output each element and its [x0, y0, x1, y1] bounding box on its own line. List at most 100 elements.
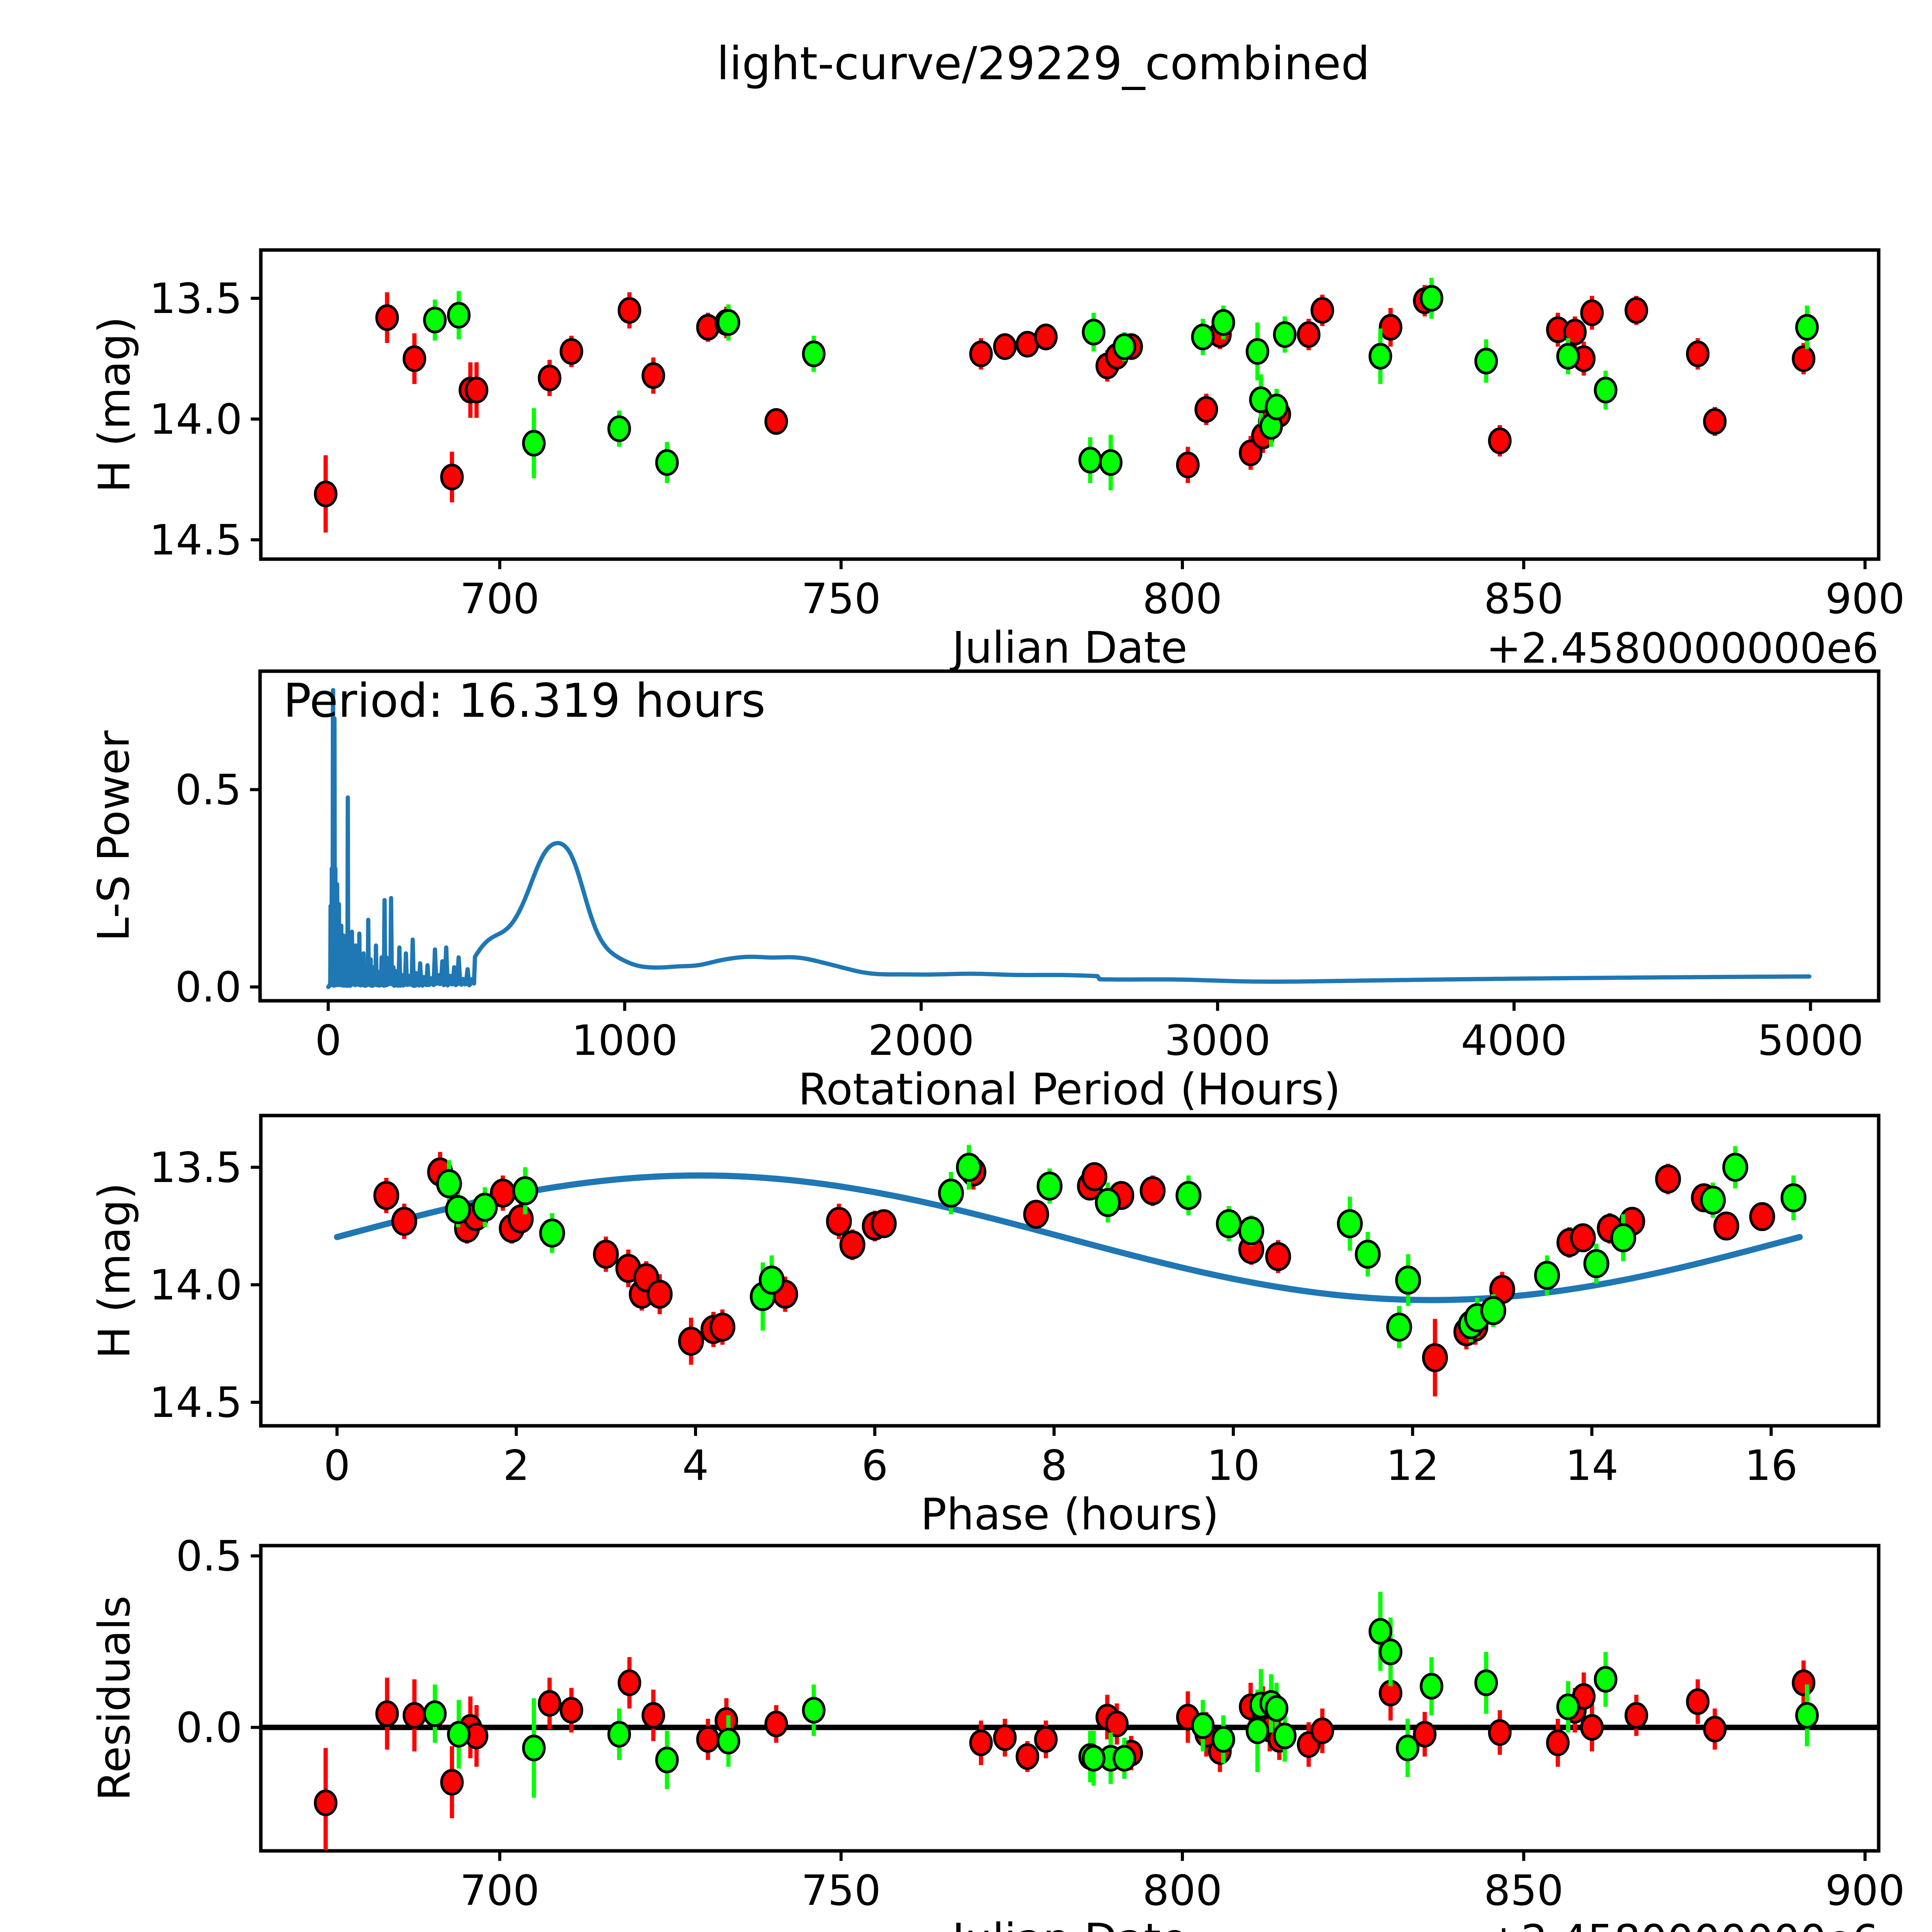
residuals-datapoint [1015, 1743, 1039, 1770]
phasefold-datapoint [839, 1230, 866, 1260]
residuals-datapoint [447, 1721, 471, 1748]
phasefold-datapoint [1722, 1153, 1748, 1182]
lightcurve-datapoint [655, 449, 679, 476]
lightcurve-datapoint [440, 464, 464, 490]
lightcurve-xticklabel: 850 [1484, 575, 1563, 623]
lightcurve-datapoint [1265, 393, 1289, 420]
lightcurve-datapoint [314, 480, 338, 507]
lightcurve-datapoint [537, 364, 561, 391]
residuals-datapoint [1396, 1735, 1420, 1762]
residuals-yticklabel: 0.0 [176, 1704, 242, 1752]
periodogram-power-curve [326, 688, 1811, 989]
residuals-xticklabel: 800 [1143, 1867, 1222, 1915]
residuals-datapoint [1546, 1729, 1570, 1756]
phasefold-yticklabel: 14.0 [150, 1261, 242, 1310]
phasefold-datapoint [1749, 1202, 1775, 1231]
residuals-datapoint [1034, 1726, 1058, 1753]
periodogram-ylabel: L-S Power [89, 730, 139, 941]
residuals-datapoint [617, 1669, 641, 1696]
phasefold-xticklabel: 10 [1207, 1442, 1260, 1490]
lightcurve-datapoint [1556, 343, 1580, 370]
residuals-datapoint [1211, 1726, 1235, 1753]
residuals-datapoint [1379, 1638, 1403, 1665]
residuals-ylabel: Residuals [90, 1595, 140, 1801]
phasefold-frame [259, 1114, 1881, 1428]
residuals-datapoint [1112, 1745, 1136, 1772]
lightcurve-datapoint [375, 304, 399, 331]
residuals-datapoint [1420, 1673, 1444, 1700]
residuals-datapoint [403, 1702, 426, 1729]
phasefold-datapoint [1355, 1240, 1381, 1269]
phasefold-datapoint [871, 1209, 897, 1238]
residuals-datapoint [764, 1711, 788, 1738]
phasefold-datapoint [436, 1169, 462, 1198]
lightcurve-xlabel: Julian Date [950, 623, 1187, 673]
lightcurve-datapoint [617, 297, 641, 324]
lightcurve-ylabel: H (mag) [90, 316, 140, 493]
lightcurve-yticklabel: 14.0 [150, 396, 242, 444]
lightcurve-frame [259, 248, 1881, 561]
lightcurve-datapoint [1420, 285, 1444, 312]
residuals-datapoint [993, 1724, 1017, 1751]
phasefold-datapoint [938, 1179, 964, 1208]
residuals-datapoint [1686, 1688, 1710, 1715]
residuals-datapoint [1795, 1702, 1819, 1729]
phasefold-datapoint [759, 1265, 785, 1295]
residuals-datapoint [696, 1726, 720, 1753]
residuals-datapoint [1082, 1745, 1105, 1772]
phasefold-datapoint [826, 1207, 852, 1236]
phasefold-datapoint [1395, 1265, 1421, 1295]
residuals-xticklabel: 900 [1825, 1867, 1905, 1915]
phasefold-yticklabel: 14.5 [150, 1379, 242, 1427]
phasefold-datapoint [539, 1218, 565, 1248]
residuals-xlabel: Julian Date [950, 1915, 1187, 1932]
phasefold-datapoint [1036, 1172, 1063, 1201]
lightcurve-datapoint [1239, 439, 1263, 466]
lightcurve-datapoint [1245, 338, 1269, 365]
residuals-datapoint [1488, 1719, 1512, 1746]
lightcurve-xticklabel: 700 [460, 575, 539, 623]
lightcurve-datapoint [447, 302, 471, 329]
phasefold-datapoint [472, 1192, 498, 1222]
lightcurve-datapoint [993, 333, 1017, 360]
periodogram-xticklabel: 5000 [1757, 1017, 1864, 1065]
residuals-datapoint [1624, 1702, 1648, 1729]
lightcurve-datapoint [1795, 314, 1819, 341]
phasefold-datapoint [1781, 1183, 1807, 1213]
lightcurve-datapoint [607, 415, 631, 442]
lightcurve-xticklabel: 750 [801, 575, 881, 623]
lightcurve-datapoint [1191, 323, 1215, 350]
residuals-x-offset-label: +2.4580000000e6 [1486, 1916, 1879, 1932]
phasefold-datapoint [1480, 1296, 1507, 1325]
phasefold-datapoint [1713, 1211, 1740, 1241]
phasefold-datapoint [512, 1176, 538, 1206]
residuals-xticklabel: 700 [460, 1867, 539, 1915]
residuals-datapoint [1413, 1721, 1437, 1748]
phasefold-xticklabel: 4 [682, 1442, 709, 1490]
lightcurve-datapoint [1686, 340, 1710, 367]
phasefold-datapoint [1583, 1249, 1609, 1278]
phasefold-datapoint [1238, 1216, 1264, 1245]
phasefold-xticklabel: 12 [1386, 1442, 1439, 1490]
phasefold-datapoint [1139, 1176, 1166, 1206]
residuals-datapoint [607, 1721, 631, 1748]
residuals-xticklabel: 750 [801, 1867, 881, 1915]
phasefold-datapoint [593, 1240, 619, 1269]
lightcurve-datapoint [764, 408, 788, 435]
residuals-datapoint [1273, 1723, 1297, 1750]
lightcurve-datapoint [423, 306, 447, 333]
phasefold-datapoint [1700, 1185, 1726, 1215]
lightcurve-x-offset-label: +2.4580000000e6 [1486, 624, 1879, 673]
residuals-datapoint [655, 1747, 679, 1774]
residuals-series-green [423, 1592, 1819, 1798]
lightcurve-datapoint [1194, 396, 1218, 423]
lightcurve-xticklabel: 800 [1143, 575, 1222, 623]
residuals-datapoint [537, 1690, 561, 1717]
residuals-datapoint [1105, 1711, 1129, 1738]
periodogram-xticklabel: 0 [315, 1017, 342, 1065]
phasefold-datapoint [1655, 1164, 1681, 1194]
